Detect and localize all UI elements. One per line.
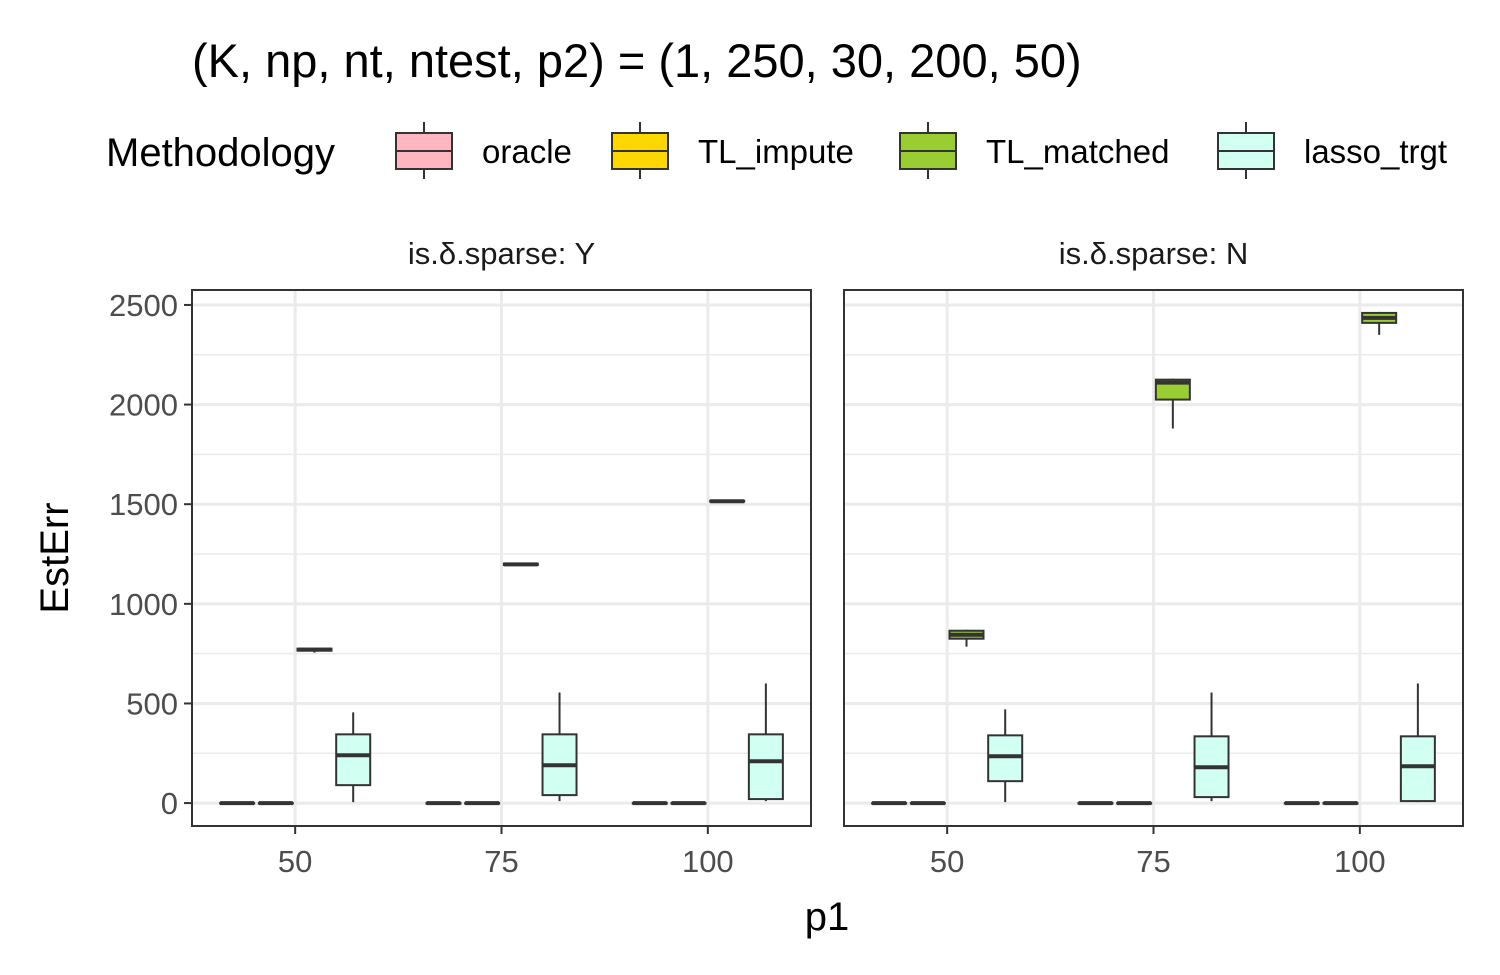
panel-strip-label: is.δ.sparse: Y xyxy=(408,236,595,271)
series-TL_matched xyxy=(296,499,746,653)
series-TL_impute xyxy=(909,801,1359,806)
series-oracle xyxy=(871,801,1320,806)
y-tick-label: 1000 xyxy=(109,587,178,622)
series-lasso_trgt xyxy=(335,683,784,803)
box-body xyxy=(1399,735,1436,803)
y-axis-label: EstErr xyxy=(33,502,77,613)
panel-2: is.δ.sparse: N 50 75 100 xyxy=(843,236,1464,879)
box-body xyxy=(335,733,372,787)
box-TL_impute-100 xyxy=(1322,801,1359,806)
x-tick-label: 100 xyxy=(1334,844,1386,879)
panels: is.δ.sparse: Y50 75 1000500100015002000250… xyxy=(109,236,1464,879)
series-TL_impute xyxy=(257,801,707,806)
legend-label: TL_matched xyxy=(986,133,1169,170)
y-tick-label: 2500 xyxy=(109,288,178,323)
box-lasso_trgt-75 xyxy=(1193,692,1230,802)
box-oracle-75 xyxy=(425,801,462,806)
legend-label: oracle xyxy=(482,133,572,170)
legend: Methodology oracle TL_impute TL_matched las… xyxy=(106,122,1447,179)
box-TL_matched-50 xyxy=(948,629,985,647)
box-TL_impute-75 xyxy=(1116,801,1153,806)
y-tick-label: 500 xyxy=(126,686,178,721)
x-tick-label: 50 xyxy=(278,844,312,879)
panel-1: is.δ.sparse: Y50 75 1000500100015002000250… xyxy=(109,236,812,879)
box-lasso_trgt-50 xyxy=(335,712,372,803)
box-lasso_trgt-100 xyxy=(747,683,784,802)
legend-title: Methodology xyxy=(106,131,335,175)
series-TL_matched xyxy=(948,311,1398,647)
x-tick-label: 75 xyxy=(1136,844,1170,879)
box-TL_matched-100 xyxy=(709,499,746,504)
series-oracle xyxy=(219,801,668,806)
y-tick-label: 0 xyxy=(161,786,178,821)
box-oracle-50 xyxy=(871,801,908,806)
box-lasso_trgt-75 xyxy=(541,692,578,802)
legend-label: TL_impute xyxy=(698,133,854,170)
box-lasso_trgt-100 xyxy=(1399,683,1436,803)
legend-item-oracle: oracle xyxy=(395,122,572,179)
box-TL_matched-50 xyxy=(296,647,333,653)
panel-strip-label: is.δ.sparse: N xyxy=(1059,236,1249,271)
box-TL_impute-50 xyxy=(909,801,946,806)
box-oracle-100 xyxy=(1283,801,1320,806)
box-TL_impute-75 xyxy=(464,801,501,806)
box-TL_impute-100 xyxy=(670,801,707,806)
legend-item-TL_impute: TL_impute xyxy=(611,122,854,179)
y-tick-label: 2000 xyxy=(109,388,178,423)
box-TL_matched-75 xyxy=(502,562,539,567)
box-TL_matched-75 xyxy=(1154,378,1191,429)
x-tick-label: 75 xyxy=(484,844,518,879)
x-axis-label: p1 xyxy=(805,895,850,939)
x-tick-label: 50 xyxy=(930,844,964,879)
legend-item-lasso_trgt: lasso_trgt xyxy=(1217,122,1447,179)
box-body xyxy=(747,733,784,801)
series-lasso_trgt xyxy=(987,683,1436,803)
box-oracle-50 xyxy=(219,801,256,806)
box-TL_impute-50 xyxy=(257,801,294,806)
y-tick-label: 1500 xyxy=(109,487,178,522)
box-lasso_trgt-50 xyxy=(987,709,1024,803)
x-tick-label: 100 xyxy=(682,844,734,879)
chart-title: (K, np, nt, ntest, p2) = (1, 250, 30, 20… xyxy=(192,34,1082,87)
box-oracle-100 xyxy=(631,801,668,806)
legend-label: lasso_trgt xyxy=(1304,133,1447,170)
box-TL_matched-100 xyxy=(1361,311,1398,335)
box-oracle-75 xyxy=(1077,801,1114,806)
legend-item-TL_matched: TL_matched xyxy=(899,122,1169,179)
